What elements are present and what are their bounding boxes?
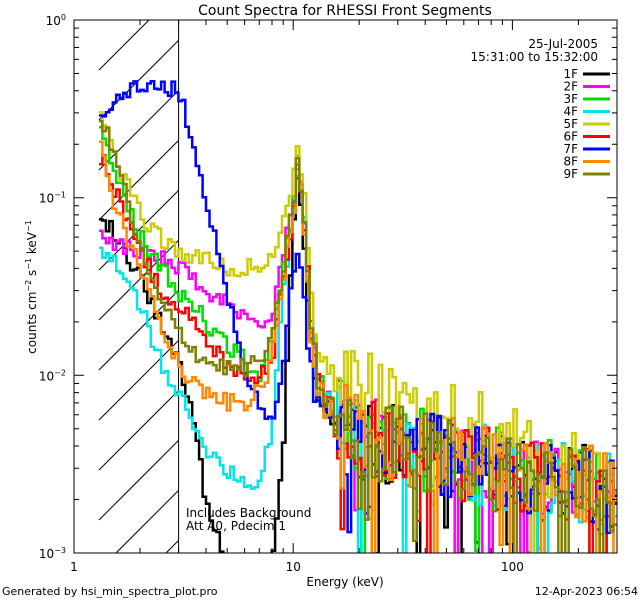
y-tick-label: 10−1 <box>39 191 66 206</box>
y-tick-label: 100 <box>46 13 66 28</box>
series-8F <box>99 140 615 553</box>
chart-title: Count Spectra for RHESSI Front Segments <box>198 3 492 19</box>
legend-label-7F: 7F <box>563 142 578 156</box>
series-9F <box>99 120 617 553</box>
x-tick-label: 100 <box>501 560 524 574</box>
legend-label-9F: 9F <box>563 167 578 181</box>
axis-ticks <box>73 20 618 554</box>
y-axis-label: counts cm−2 s−1 keV−1 <box>24 220 39 354</box>
plot-frame <box>73 19 618 554</box>
legend-label-1F: 1F <box>563 67 578 81</box>
series-layer <box>99 79 617 553</box>
legend-label-8F: 8F <box>563 155 578 169</box>
legend-label-6F: 6F <box>563 130 578 144</box>
note-attenuator: Att A0, Pdecim 1 <box>186 519 286 533</box>
time-range-label: 15:31:00 to 15:32:00 <box>471 50 598 64</box>
legend-label-4F: 4F <box>563 105 578 119</box>
legend-label-2F: 2F <box>563 80 578 94</box>
y-tick-label: 10−2 <box>39 368 66 383</box>
hatch-lines <box>98 19 179 554</box>
legend-label-5F: 5F <box>563 117 578 131</box>
date-label: 25-Jul-2005 <box>528 37 598 51</box>
footer-generated-by: Generated by hsi_min_spectra_plot.pro <box>2 585 218 598</box>
detector-range-hatch <box>98 19 180 554</box>
y-tick-label: 10−3 <box>39 546 66 561</box>
footer-timestamp: 12-Apr-2023 06:54 <box>535 585 638 598</box>
note-background: Includes Background <box>186 506 311 520</box>
axes: 1 10 100 10−3 10−2 10−1 100 <box>39 13 618 574</box>
legend-label-3F: 3F <box>563 92 578 106</box>
x-tick-label: 1 <box>70 560 78 574</box>
x-tick-label: 10 <box>286 560 301 574</box>
x-axis-label: Energy (keV) <box>306 575 383 589</box>
